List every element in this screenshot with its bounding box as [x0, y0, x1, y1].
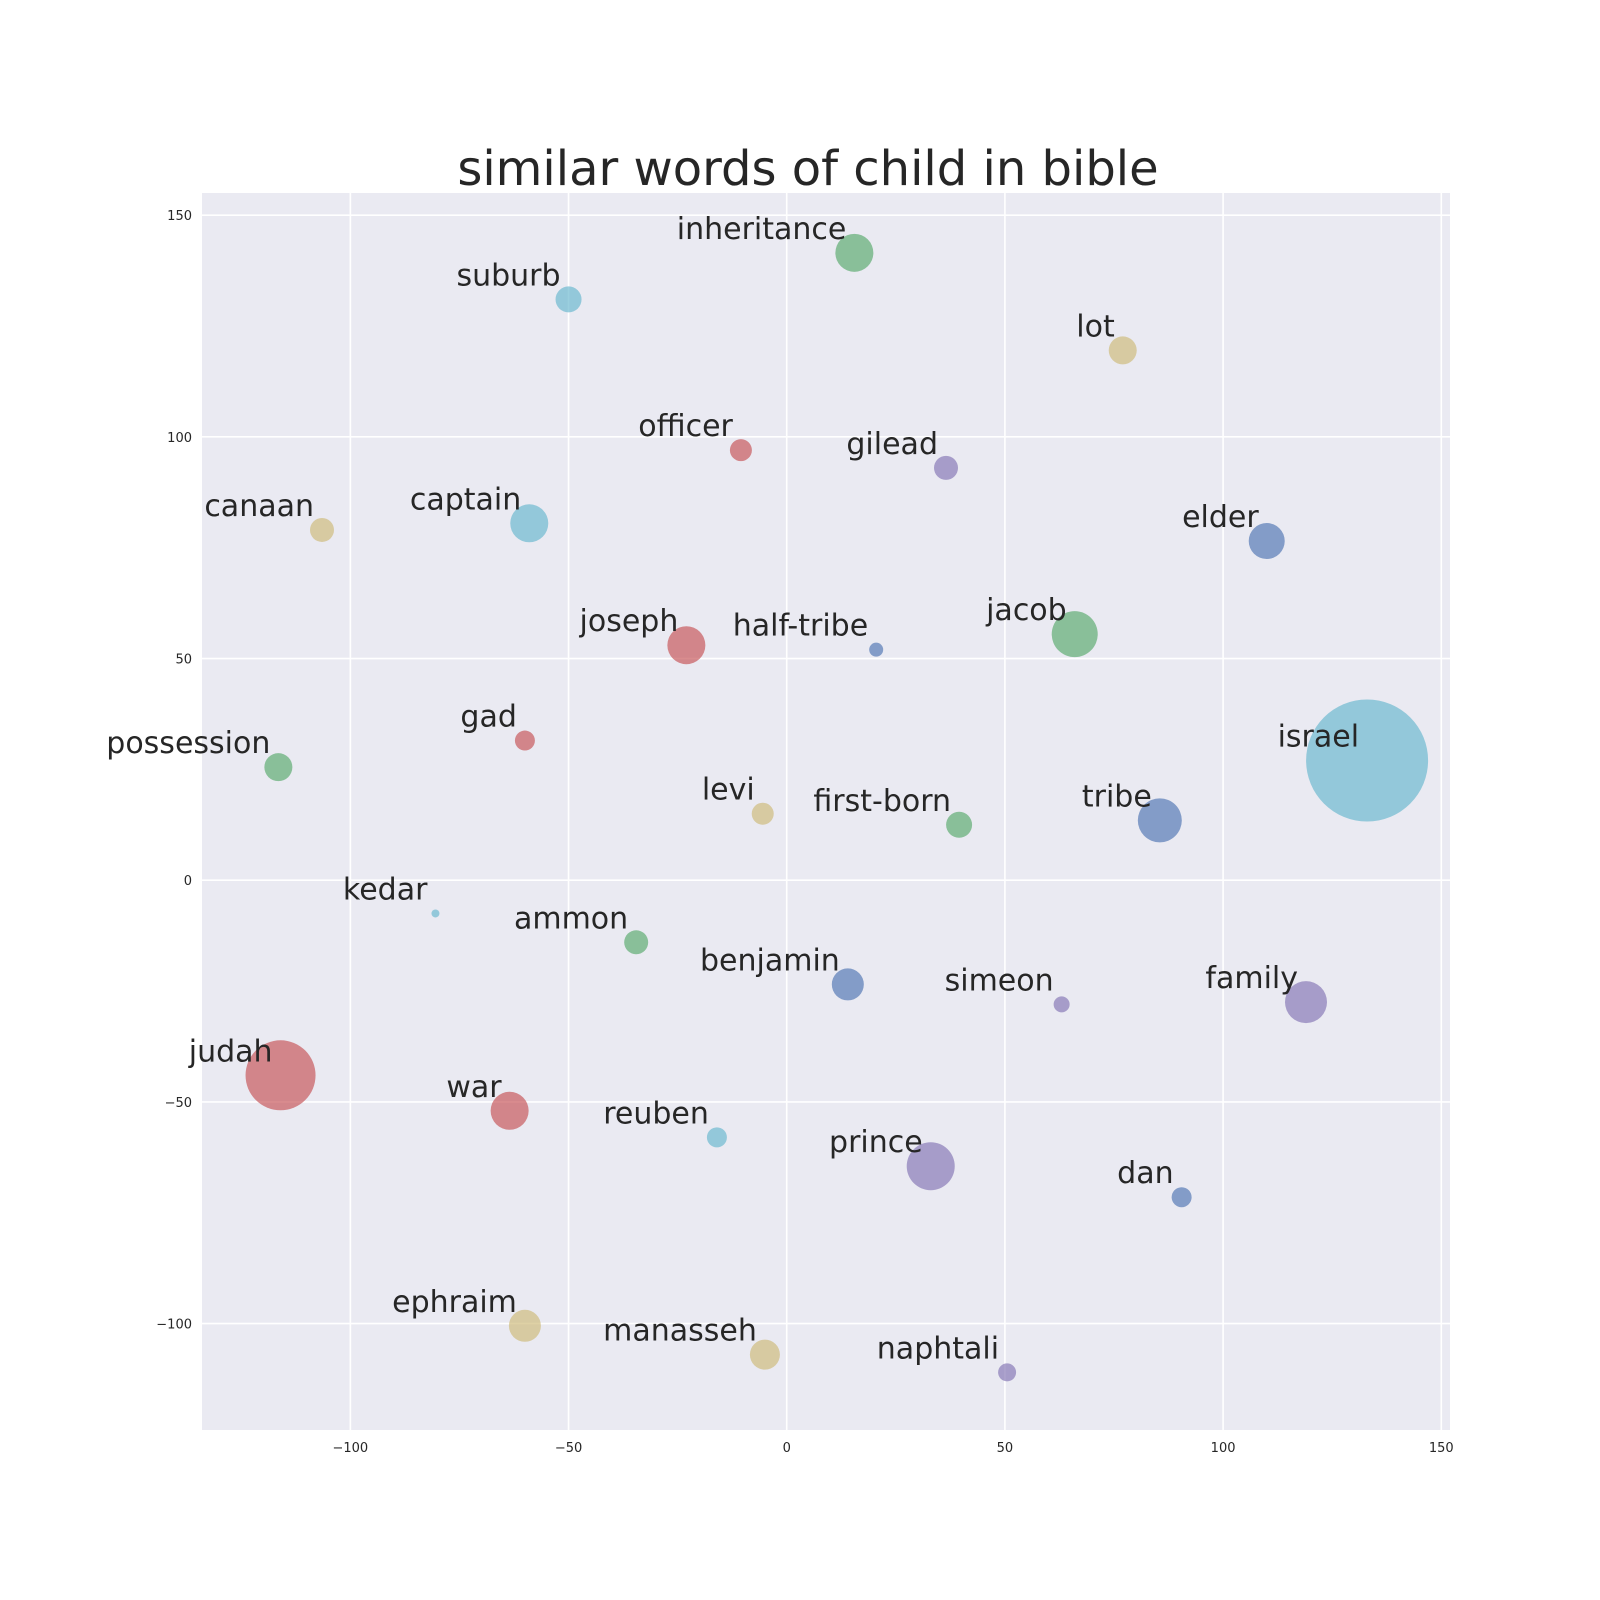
- data-point-captain: [510, 504, 549, 543]
- point-label-inheritance: inheritance: [677, 212, 847, 247]
- x-tick-label: 50: [997, 1441, 1014, 1456]
- data-point-inheritance: [835, 233, 874, 272]
- point-label-lot: lot: [1076, 309, 1115, 344]
- x-axis-ticks: −100 −50 0 50 100 150: [333, 1441, 1454, 1456]
- y-tick-label: 100: [167, 431, 192, 446]
- data-point-naphtali: [998, 1363, 1017, 1382]
- data-point-judah: [245, 1040, 316, 1111]
- data-point-family: [1285, 981, 1327, 1024]
- point-label-manasseh: manasseh: [603, 1314, 757, 1349]
- point-label-simeon: simeon: [945, 963, 1054, 998]
- point-label-elder: elder: [1182, 500, 1259, 535]
- point-label-jacob: jacob: [985, 593, 1067, 628]
- point-label-dan: dan: [1117, 1156, 1173, 1191]
- y-tick-label: −50: [165, 1096, 192, 1111]
- point-label-canaan: canaan: [204, 489, 314, 524]
- data-point-kedar: [431, 909, 440, 918]
- data-point-elder: [1248, 523, 1285, 560]
- point-label-judah: judah: [188, 1034, 273, 1069]
- point-label-tribe: tribe: [1082, 779, 1152, 814]
- data-point-half-tribe: [869, 642, 884, 657]
- x-tick-label: −100: [333, 1441, 369, 1456]
- y-axis-ticks: −100 −50 0 50 100 150: [156, 209, 192, 1332]
- point-label-prince: prince: [829, 1125, 923, 1160]
- y-tick-label: −100: [156, 1318, 192, 1333]
- y-tick-label: 0: [184, 874, 192, 889]
- data-point-benjamin: [831, 968, 864, 1001]
- data-point-ephraim: [508, 1309, 541, 1342]
- data-point-reuben: [706, 1127, 727, 1148]
- data-point-prince: [906, 1142, 955, 1191]
- data-point-officer: [729, 439, 752, 462]
- data-point-dan: [1171, 1187, 1192, 1208]
- point-label-first-born: first-born: [813, 784, 951, 819]
- data-point-lot: [1108, 336, 1137, 365]
- data-point-canaan: [310, 517, 334, 542]
- data-point-simeon: [1053, 996, 1070, 1013]
- x-tick-label: 100: [1211, 1441, 1236, 1456]
- point-label-kedar: kedar: [343, 872, 428, 907]
- y-tick-label: 50: [175, 653, 192, 668]
- x-tick-label: 150: [1429, 1441, 1454, 1456]
- y-tick-label: 150: [167, 209, 192, 224]
- data-point-war: [490, 1091, 529, 1130]
- point-label-suburb: suburb: [456, 258, 560, 293]
- data-point-israel: [1306, 699, 1429, 822]
- point-label-captain: captain: [410, 482, 521, 517]
- point-label-israel: israel: [1278, 720, 1359, 755]
- data-point-possession: [264, 753, 293, 782]
- point-label-possession: possession: [106, 726, 270, 761]
- data-point-tribe: [1137, 798, 1182, 843]
- point-label-war: war: [446, 1070, 502, 1105]
- point-label-gad: gad: [460, 700, 516, 735]
- point-label-benjamin: benjamin: [700, 943, 840, 978]
- x-tick-label: −50: [555, 1441, 582, 1456]
- plot-area: [202, 193, 1450, 1430]
- point-label-ammon: ammon: [514, 901, 628, 936]
- point-label-half-tribe: half-tribe: [733, 609, 868, 644]
- point-label-reuben: reuben: [603, 1096, 709, 1131]
- point-label-levi: levi: [702, 773, 755, 808]
- point-labels: inheritance suburb lot officer gilead canaan c…: [106, 212, 1359, 1367]
- data-point-ammon: [624, 930, 649, 955]
- data-point-suburb: [555, 286, 582, 313]
- data-point-joseph: [667, 626, 706, 665]
- point-label-officer: officer: [638, 409, 733, 444]
- point-label-family: family: [1205, 961, 1298, 996]
- point-label-joseph: joseph: [579, 604, 679, 639]
- data-point-first-born: [946, 811, 973, 838]
- data-points: [245, 233, 1429, 1382]
- data-point-levi: [751, 802, 774, 825]
- point-label-ephraim: ephraim: [392, 1285, 517, 1320]
- x-tick-label: 0: [783, 1441, 791, 1456]
- data-point-manasseh: [749, 1339, 780, 1370]
- data-point-gad: [514, 730, 535, 751]
- chart-title: similar words of child in bible: [457, 141, 1158, 197]
- point-label-naphtali: naphtali: [877, 1331, 999, 1366]
- point-label-gilead: gilead: [846, 427, 938, 462]
- data-point-gilead: [934, 455, 958, 480]
- grid: [202, 193, 1450, 1430]
- data-point-jacob: [1051, 611, 1098, 658]
